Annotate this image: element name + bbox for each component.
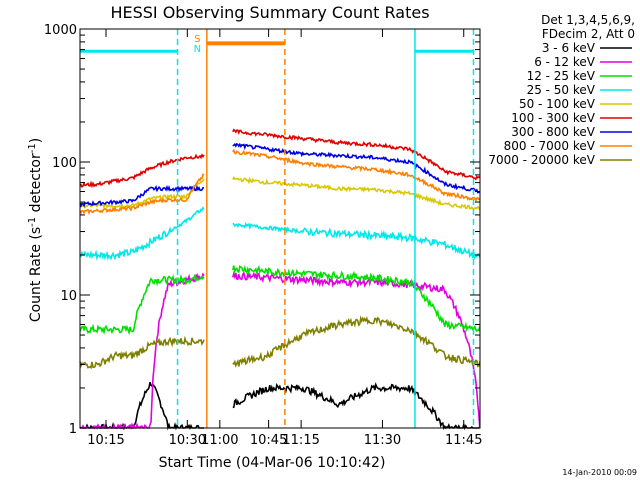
y-axis-label-sup2: -1 [27,143,38,153]
x-tick-label: 10:30 [169,433,206,448]
legend-entry-label: 6 - 12 keV [534,55,596,69]
x-axis-ticks: 10:15 10:30 10:45 11:00 11:15 11:30 11:45 [87,29,482,448]
y-axis-label-mid: detector [28,153,44,217]
legend-entry-label: 100 - 300 keV [511,111,595,125]
series-line-300-800keV [79,184,204,208]
series-line-3-6keV [79,382,204,431]
series-line-100-300keV [79,153,205,189]
legend: Det 1,3,4,5,6,9, FDecim 2, Att 0 3 - 6 k… [488,13,635,167]
legend-entry-label: 25 - 50 keV [527,83,596,97]
legend-entry-label: 12 - 25 keV [527,69,596,83]
x-tick-label: 10:15 [87,433,124,448]
series-line-3-6keV [232,381,481,431]
x-tick-label: 11:30 [364,433,401,448]
series-line-12-25keV [79,274,205,336]
x-tick-label: 11:45 [445,433,482,448]
series-line-12-25keV [232,264,481,333]
series-line-6-12keV [232,270,481,429]
series-line-300-800keV [232,142,480,194]
legend-header-line-1: Det 1,3,4,5,6,9, [541,13,635,27]
legend-entry-label: 3 - 6 keV [542,41,596,55]
series-line-100-300keV [232,128,480,181]
legend-entry-label: 50 - 100 keV [519,97,596,111]
y-tick-label: 10 [60,289,77,304]
x-tick-label: 11:00 [201,433,238,448]
x-tick-label: 11:15 [282,433,319,448]
series-line-800-7000keV [79,173,205,216]
series-line-25-50keV [232,221,481,260]
legend-entry-label: 7000 - 20000 keV [488,153,595,167]
y-axis-label-end: ) [28,138,44,143]
legend-header-line-2: FDecim 2, Att 0 [542,27,635,41]
chart-title: HESSI Observing Summary Count Rates [110,3,429,22]
y-tick-label: 100 [52,156,77,171]
plot-area: SN [79,29,481,431]
legend-entry-label: 300 - 800 keV [511,125,595,139]
y-tick-label: 1 [69,422,77,437]
plot-frame [79,28,481,429]
series-line-7000-20000keV [232,315,481,368]
series-line-7000-20000keV [79,335,205,370]
y-axis-label-main: Count Rate (s [28,227,44,322]
x-tick-label: 10:45 [250,433,287,448]
x-axis-label: Start Time (04-Mar-06 10:10:42) [159,455,386,471]
marker-N: N [194,44,201,55]
series-line-50-100keV [232,175,481,211]
legend-entry-label: 800 - 7000 keV [504,139,596,153]
marker-S: S [194,34,200,45]
series-line-25-50keV [79,206,205,261]
y-axis-label-sup1: -1 [27,217,38,227]
y-axis-ticks: 1 10 100 1000 [44,23,480,437]
series-line-800-7000keV [232,148,480,203]
y-axis-label: Count Rate (s-1 detector-1) [27,138,44,322]
footer-date: 14-Jan-2010 00:09 [562,468,637,477]
y-tick-label: 1000 [44,23,77,38]
axes [79,28,481,429]
